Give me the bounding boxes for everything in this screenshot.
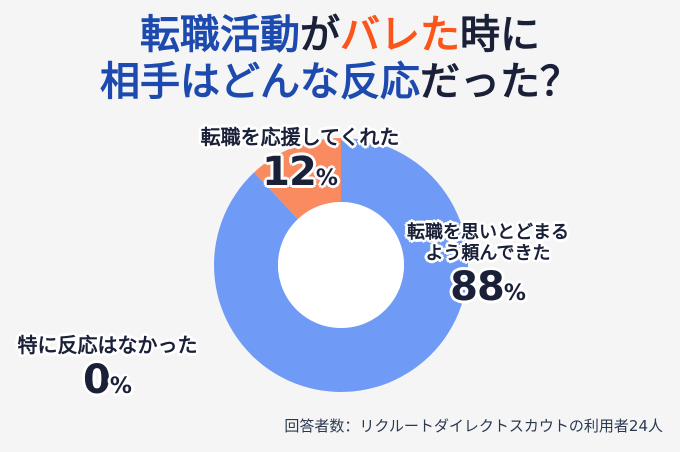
- title-segment: 相手はどんな反応: [100, 59, 420, 105]
- title-segment: バレた: [340, 12, 460, 58]
- page-title-line2: 相手はどんな反応だった？: [0, 59, 680, 106]
- segment-label-text: よう頼んできた: [425, 243, 551, 264]
- segment-label-text: 転職を応援してくれた: [200, 125, 400, 149]
- segment-label-supported: 転職を応援してくれた 12%: [190, 125, 410, 193]
- percentage-unit: %: [503, 281, 526, 306]
- donut-segment: [214, 138, 468, 392]
- segment-percentage: 0%: [10, 360, 205, 400]
- segment-label-text: 転職を思いとどまる: [407, 222, 569, 243]
- page-title-line1: 転職活動がバレた時に: [0, 12, 680, 59]
- title-segment: 時に: [460, 12, 540, 58]
- percentage-unit: %: [109, 374, 132, 399]
- segment-label-no-reaction: 特に反応はなかった 0%: [10, 333, 205, 401]
- title-segment: だった？: [420, 59, 580, 105]
- title-segment: が: [300, 12, 340, 58]
- respondent-note: 回答者数：リクルートダイレクトスカウトの利用者24人: [284, 417, 663, 435]
- page-title: 転職活動がバレた時に 相手はどんな反応だった？: [0, 12, 680, 106]
- title-segment: 転職活動: [140, 12, 300, 58]
- segment-percentage: 88%: [398, 267, 578, 307]
- percentage-value: 0: [83, 357, 111, 403]
- donut-hole: [278, 202, 404, 328]
- donut-segment: [254, 138, 341, 220]
- segment-label-dissuaded: 転職を思いとどまる よう頼んできた 88%: [398, 222, 578, 307]
- segment-percentage: 12%: [190, 152, 410, 192]
- percentage-value: 88: [450, 264, 505, 310]
- percentage-value: 12: [262, 149, 317, 195]
- segment-label-text: 特に反応はなかった: [17, 333, 198, 357]
- percentage-unit: %: [315, 166, 338, 191]
